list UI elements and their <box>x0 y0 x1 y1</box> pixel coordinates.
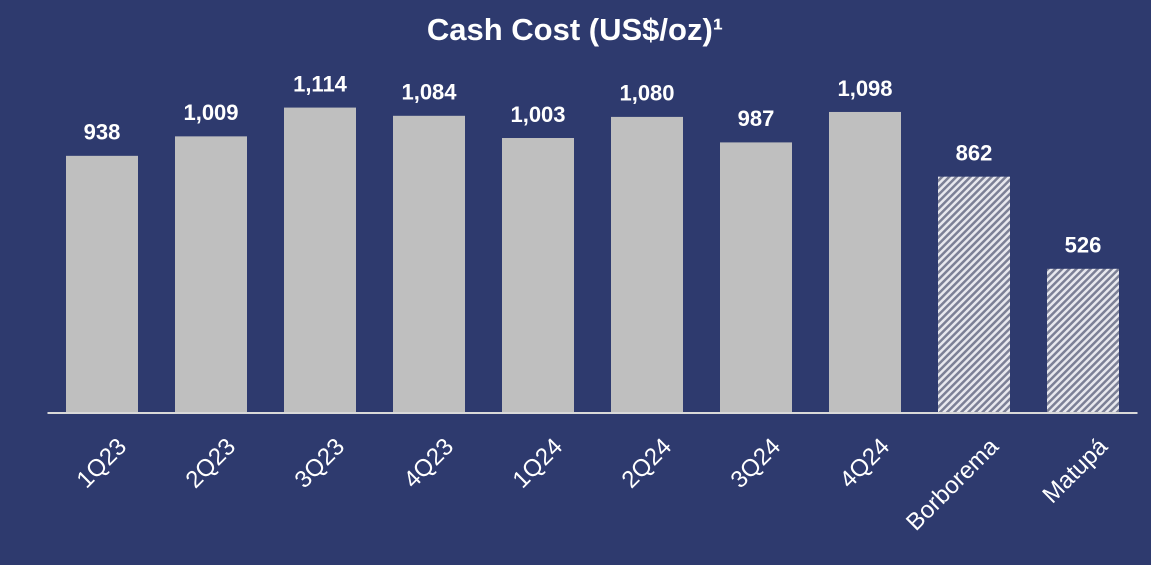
value-label: 1,098 <box>837 76 892 101</box>
value-label: 1,114 <box>293 71 348 96</box>
value-label: 1,084 <box>401 80 457 105</box>
value-label: 1,080 <box>619 81 674 106</box>
value-label: 938 <box>84 120 121 145</box>
bar <box>393 115 465 413</box>
bar <box>829 111 901 413</box>
value-label: 862 <box>956 140 993 165</box>
bar <box>611 116 683 414</box>
value-label: 526 <box>1065 233 1102 258</box>
value-label: 1,009 <box>183 100 238 125</box>
bar <box>1047 268 1119 413</box>
chart-title: Cash Cost (US$/oz)¹ <box>427 12 723 47</box>
value-label: 987 <box>738 106 775 131</box>
bar <box>502 138 574 413</box>
bar <box>175 136 247 413</box>
bar <box>720 142 792 413</box>
bar <box>66 155 138 413</box>
bar <box>284 107 356 413</box>
bar <box>938 176 1010 413</box>
value-label: 1,003 <box>510 102 565 127</box>
